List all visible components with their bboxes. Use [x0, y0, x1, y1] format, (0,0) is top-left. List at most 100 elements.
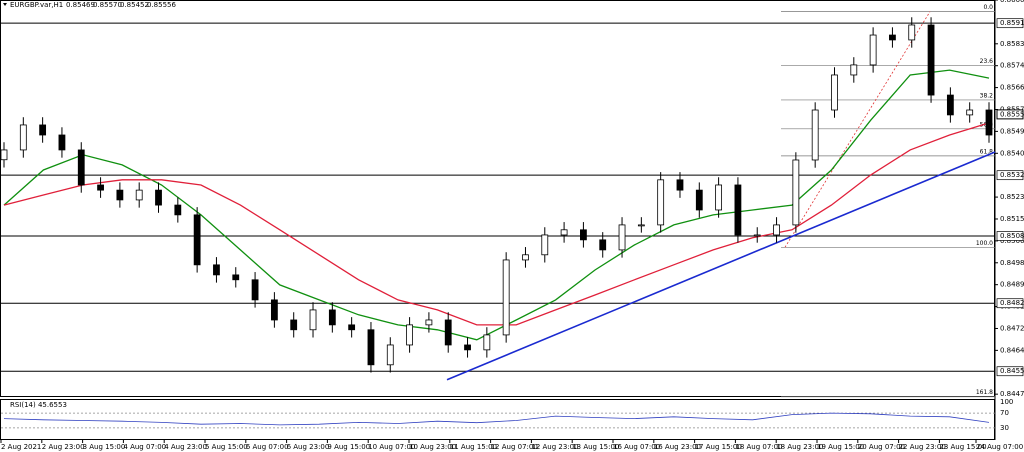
y-tick-label: 0.84895 [1000, 281, 1024, 289]
x-tick-label: 18 Aug 07:00 [735, 443, 782, 451]
level-label: 0.85084 [1000, 232, 1024, 240]
y-tick-label: 0.85405 [1000, 149, 1024, 157]
y-tick-label: 0.85745 [1000, 62, 1024, 70]
y-tick-label: 0.85235 [1000, 193, 1024, 201]
rsi-tick-label: 30 [1000, 424, 1009, 432]
x-tick-label: 2 Aug 2021 [1, 443, 41, 451]
candle-body [695, 189, 703, 211]
candle-body [19, 124, 27, 151]
candle-body [155, 189, 162, 206]
candle-body [0, 149, 8, 161]
candle-body [580, 229, 587, 241]
candle-body [715, 184, 723, 211]
candle-body [58, 134, 66, 151]
level-box [996, 18, 1024, 29]
x-tick-label: 18 Aug 23:00 [776, 443, 823, 451]
x-tick-label: 6 Aug 23:00 [287, 443, 330, 451]
x-tick-label: 22 Aug 23:00 [899, 443, 946, 451]
candle-body [97, 184, 104, 191]
candle-body [773, 224, 780, 236]
x-tick-label: 11 Aug 15:00 [450, 443, 497, 451]
candle-body [618, 224, 626, 251]
x-tick-label: 17 Aug 15:00 [695, 443, 742, 451]
x-tick-label: 16 Aug 07:00 [613, 443, 660, 451]
quote-value: 0.85570 [93, 1, 122, 9]
candle-body [174, 204, 182, 216]
candle-body [927, 24, 935, 96]
x-tick-label: 20 Aug 07:00 [858, 443, 905, 451]
candle-body [193, 214, 201, 266]
fib-label: 100.0 [976, 240, 993, 247]
x-tick-label: 16 Aug 23:00 [654, 443, 701, 451]
candle-body [637, 224, 645, 227]
fib-label: 38.2 [980, 92, 994, 99]
candle-body [889, 34, 896, 41]
candle-body [309, 309, 317, 331]
candle-body [850, 64, 858, 76]
candle-body [483, 334, 491, 351]
menu-arrow [3, 3, 7, 6]
rsi-frame [0, 399, 995, 440]
level-box [996, 366, 1024, 377]
candle-body [328, 309, 336, 326]
rsi-line [3, 412, 990, 426]
trendline [446, 151, 996, 381]
candle-body [811, 109, 819, 161]
x-tick-label: 10 Aug 07:00 [368, 443, 415, 451]
x-tick-label: 12 Aug 07:00 [491, 443, 538, 451]
x-tick-label: 23 Aug 15:00 [939, 443, 986, 451]
candle-body [290, 319, 298, 331]
candle-body [270, 299, 278, 321]
candle-body [251, 279, 259, 301]
x-tick-label: 13 Aug 15:00 [572, 443, 619, 451]
candle-body [734, 184, 742, 236]
candle-body [676, 179, 684, 191]
candle-body [985, 109, 993, 136]
x-tick-label: 3 Aug 15:00 [83, 443, 126, 451]
bid-label: 0.85556 [1000, 110, 1024, 118]
candle-body [406, 324, 413, 346]
candle-body [502, 259, 510, 336]
quote-value: 0.85469 [66, 1, 95, 9]
level-box [996, 170, 1024, 181]
rsi-title: RSI(14) 45.6553 [10, 401, 67, 409]
fib-label: 23.6 [980, 58, 994, 65]
plot-frame [0, 0, 995, 397]
candle-body [135, 189, 143, 201]
candle-body [657, 179, 665, 226]
candle-body [425, 319, 433, 326]
candle-body [908, 24, 916, 41]
candle-body [522, 254, 529, 261]
candle-body [464, 344, 471, 351]
candle-body [541, 234, 549, 256]
candle-body [792, 159, 800, 226]
x-tick-label: 10 Aug 23:00 [409, 443, 456, 451]
candle-body [753, 234, 761, 237]
x-tick-label: 4 Aug 07:00 [123, 443, 166, 451]
candle-body [116, 189, 124, 201]
fib-label: 0.0 [983, 4, 993, 11]
candle-body [367, 329, 375, 366]
candle-body [213, 264, 220, 276]
candle-body [946, 94, 954, 116]
x-tick-label: 12 Aug 23:00 [531, 443, 578, 451]
rsi-tick-label: 70 [1000, 409, 1009, 417]
fib-label: 61.8 [980, 148, 994, 155]
x-tick-label: 9 Aug 15:00 [327, 443, 370, 451]
candle-body [348, 324, 356, 331]
candle-body [966, 109, 974, 116]
quote-value: 0.85556 [147, 1, 176, 9]
moving-average [3, 69, 990, 341]
rsi-tick-label: 100 [1000, 398, 1013, 406]
